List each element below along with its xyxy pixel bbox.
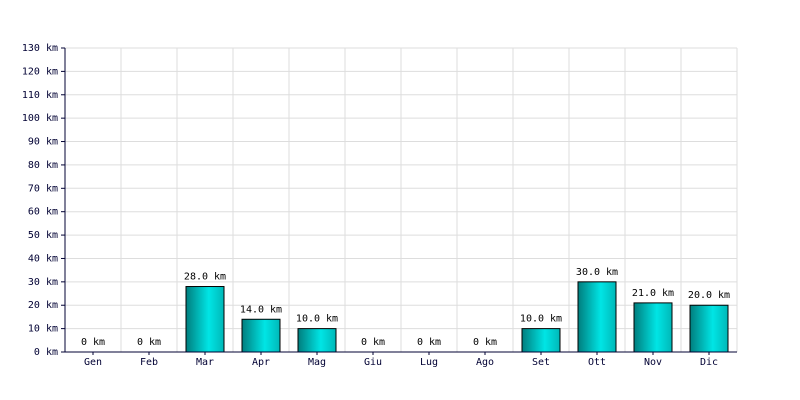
y-tick-label: 110 km — [22, 90, 58, 101]
x-tick-label: Nov — [644, 357, 662, 368]
x-tick-label: Gen — [84, 357, 102, 368]
bar-shade — [185, 286, 225, 353]
bar-shade — [241, 318, 281, 353]
x-tick-label: Apr — [252, 357, 270, 368]
x-tick-label: Ago — [476, 357, 494, 368]
y-tick-label: 40 km — [28, 253, 58, 264]
y-tick-label: 130 km — [22, 43, 58, 54]
value-label: 0 km — [361, 337, 385, 348]
value-label: 20.0 km — [688, 290, 730, 301]
x-tick-label: Mar — [196, 357, 214, 368]
bar-shade — [689, 304, 729, 353]
y-tick-label: 70 km — [28, 183, 58, 194]
value-label: 0 km — [417, 337, 441, 348]
y-tick-label: 20 km — [28, 300, 58, 311]
x-tick-label: Ott — [588, 357, 606, 368]
value-label: 21.0 km — [632, 288, 674, 299]
y-tick-label: 60 km — [28, 207, 58, 218]
x-tick-label: Giu — [364, 357, 382, 368]
x-tick-label: Feb — [140, 357, 158, 368]
value-label: 10.0 km — [520, 314, 562, 325]
value-label: 30.0 km — [576, 267, 618, 278]
bar-shade — [633, 302, 673, 353]
value-label: 28.0 km — [184, 272, 226, 283]
y-tick-label: 100 km — [22, 113, 58, 124]
value-label: 0 km — [137, 337, 161, 348]
y-tick-label: 10 km — [28, 324, 58, 335]
value-label: 14.0 km — [240, 304, 282, 315]
y-tick-label: 80 km — [28, 160, 58, 171]
x-tick-label: Dic — [700, 357, 718, 368]
bar-shade — [521, 328, 561, 353]
value-label: 10.0 km — [296, 314, 338, 325]
y-tick-label: 50 km — [28, 230, 58, 241]
x-tick-label: Set — [532, 357, 550, 368]
y-tick-label: 90 km — [28, 137, 58, 148]
x-tick-label: Mag — [308, 357, 326, 368]
value-label: 0 km — [473, 337, 497, 348]
y-tick-label: 30 km — [28, 277, 58, 288]
bar-shade — [577, 281, 617, 353]
x-tick-label: Lug — [420, 357, 438, 368]
value-label: 0 km — [81, 337, 105, 348]
y-tick-label: 120 km — [22, 66, 58, 77]
y-tick-label: 0 km — [34, 347, 58, 358]
bar-shade — [297, 328, 337, 353]
